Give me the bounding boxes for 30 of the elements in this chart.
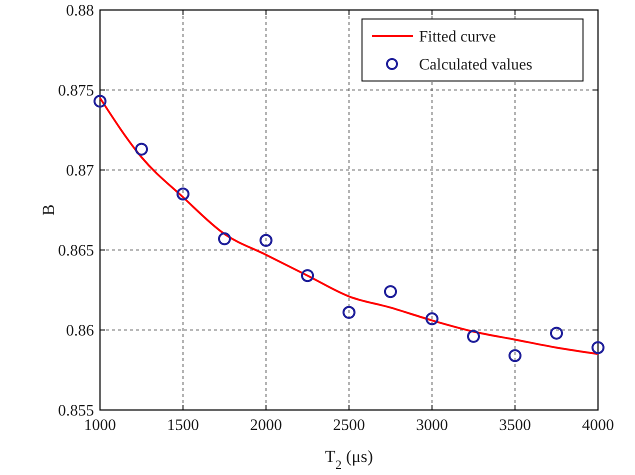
x-tick-label: 1000: [84, 417, 116, 434]
point: [301, 269, 314, 282]
y-tick-label: 0.87: [66, 162, 94, 180]
legend-label: Fitted curve: [419, 28, 496, 46]
y-tick-label: 0.88: [66, 2, 94, 20]
y-tick-label: 0.86: [66, 322, 94, 340]
y-tick-label: 0.875: [58, 82, 94, 100]
point: [176, 188, 190, 200]
point: [342, 306, 356, 319]
x-tick-label: 3500: [499, 417, 531, 434]
x-tick-label: 2000: [250, 417, 282, 434]
point: [135, 142, 148, 156]
point: [94, 94, 106, 108]
x-axis-title: T$_{2}$ (μs): [324, 447, 374, 472]
point: [508, 349, 522, 362]
x-tick-label: 3000: [416, 417, 448, 434]
point: [467, 330, 480, 343]
point: [426, 312, 438, 326]
x-tick-label: 4000: [582, 417, 614, 434]
y-axis-title: B: [39, 204, 58, 216]
point: [550, 326, 563, 340]
point: [384, 285, 397, 298]
y-tick-label: 0.855: [58, 402, 94, 420]
x-tick-label: 2500: [333, 417, 365, 434]
x-tick-label: 1500: [167, 417, 199, 434]
point: [218, 232, 231, 246]
legend-label: Calculated values: [419, 56, 532, 74]
point: [260, 234, 272, 247]
y-tick-label: 0.865: [58, 242, 94, 260]
point: [592, 341, 604, 354]
